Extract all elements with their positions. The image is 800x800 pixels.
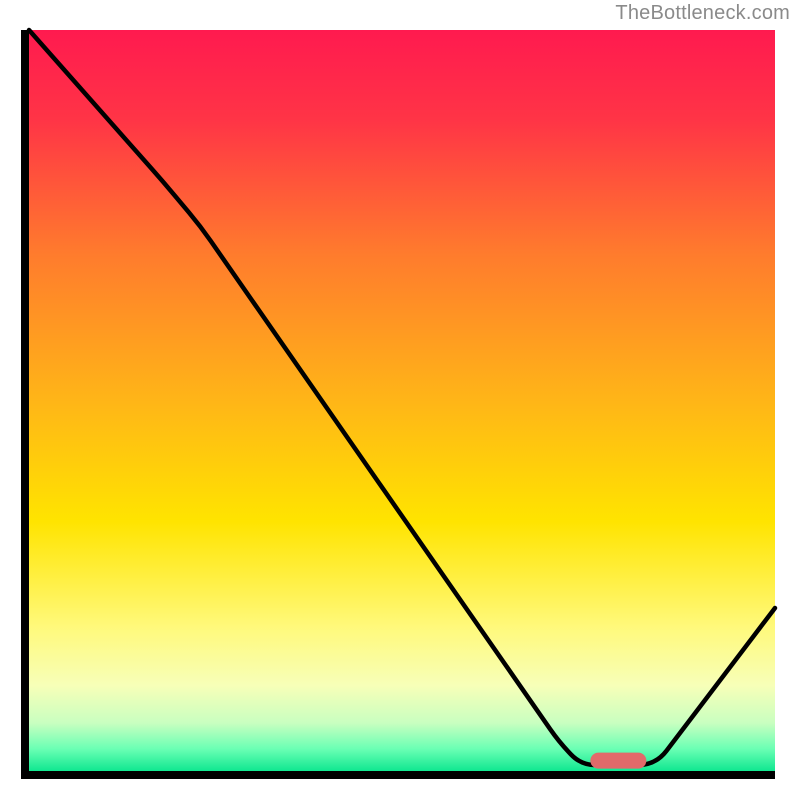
bottleneck-chart xyxy=(0,0,800,800)
gradient-background xyxy=(25,30,775,775)
watermark-text: TheBottleneck.com xyxy=(615,2,790,25)
plot-area xyxy=(25,30,775,775)
optimal-marker xyxy=(590,753,646,769)
